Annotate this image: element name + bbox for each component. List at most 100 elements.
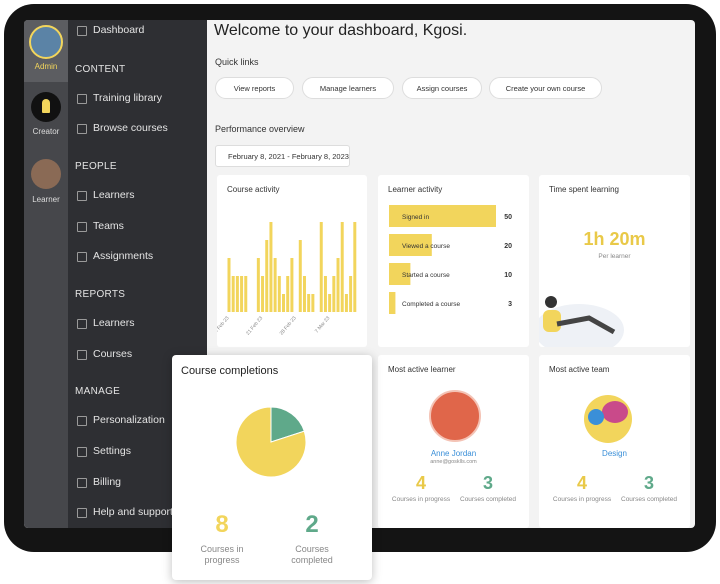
- bar: [311, 294, 315, 312]
- team-name[interactable]: Design: [602, 449, 627, 458]
- section-title: Quick links: [215, 57, 259, 67]
- nav-item[interactable]: Learners: [76, 317, 135, 329]
- nav-section: CONTENT: [75, 64, 126, 75]
- bar: [332, 276, 336, 312]
- nav-item[interactable]: Help and support: [77, 506, 173, 518]
- bar-label: Completed a course: [402, 301, 461, 308]
- value-label: 50: [504, 214, 512, 221]
- course-activity-chart: 14 Feb 23 21 Feb 23 28 Feb 23 7 Mar 23: [217, 222, 357, 337]
- stat-value: 2: [305, 511, 319, 538]
- stat-label: Courses completed: [291, 544, 333, 565]
- bar: [349, 276, 353, 312]
- quick-link[interactable]: Manage learners: [302, 77, 394, 99]
- x-tick-label: 14 Feb 23: [217, 315, 231, 336]
- bar: [277, 276, 281, 312]
- x-tick-label: 28 Feb 23: [279, 315, 298, 336]
- card: Most active team Design 4 Courses in pro…: [539, 355, 690, 528]
- card: Learner activity Signed in 50 Viewed a cou…: [378, 175, 529, 347]
- stat-label: Courses completed: [621, 496, 677, 503]
- bar: [340, 222, 344, 312]
- role-rail: Admin Creator Learner: [24, 20, 68, 528]
- card-title: Learner activity: [388, 185, 443, 194]
- role-label[interactable]: Learner: [32, 195, 60, 204]
- nav-item[interactable]: Settings: [77, 445, 131, 457]
- stat-value: 4: [576, 473, 587, 493]
- stat-value: 4: [415, 473, 426, 493]
- stat-value: 8: [215, 511, 229, 538]
- learner-email: anne@gosklls.com: [430, 459, 477, 465]
- pie-slice: [270, 406, 305, 443]
- learner-name[interactable]: Anne Jordan: [430, 449, 477, 458]
- learner-photo: [429, 390, 481, 442]
- bar: [261, 276, 265, 312]
- bar-label: Started a course: [402, 272, 450, 279]
- stat-value: 3: [643, 473, 654, 493]
- nav-section: REPORTS: [75, 289, 126, 300]
- card: Time spent learning 1h 20m Per learner: [539, 175, 690, 347]
- bar: [227, 258, 231, 312]
- nav-section: MANAGE: [75, 386, 121, 397]
- bar: [298, 240, 302, 312]
- card: Course activity 14 Feb 23 21 Feb 23 28 Feb…: [217, 175, 367, 347]
- nav-item[interactable]: Dashboard: [76, 24, 145, 36]
- card: Most active learner Anne Jordan anne@gos…: [378, 355, 529, 528]
- quick-link[interactable]: View reports: [215, 77, 294, 99]
- stat-label: Courses in progress: [391, 496, 451, 503]
- time-value: 1h 20m: [583, 229, 646, 249]
- nav-item[interactable]: Training library: [76, 92, 163, 104]
- nav-item[interactable]: Assignments: [76, 250, 154, 262]
- team-image: [584, 395, 632, 443]
- page-title: Welcome to your dashboard, Kgosi.: [214, 22, 468, 39]
- nav-section: PEOPLE: [75, 161, 117, 172]
- bar-label: Viewed a course: [402, 243, 450, 250]
- date-range[interactable]: February 8, 2021 - February 8, 2023: [215, 145, 350, 167]
- role-label[interactable]: Admin: [34, 62, 58, 71]
- pie-slice: [235, 406, 307, 478]
- bar: [290, 258, 294, 312]
- value-label: 10: [504, 272, 512, 279]
- pen-icon: [42, 99, 50, 113]
- nav-item[interactable]: Courses: [76, 348, 133, 360]
- nav-item[interactable]: Billing: [76, 476, 122, 488]
- learner-avatar[interactable]: [31, 159, 61, 189]
- bar: [323, 276, 327, 312]
- time-caption: Per learner: [598, 253, 631, 260]
- bar: [302, 276, 306, 312]
- creator-avatar[interactable]: [31, 92, 61, 122]
- nav-item[interactable]: Browse courses: [77, 122, 168, 134]
- value-label: 20: [504, 243, 512, 250]
- illustration: [539, 296, 624, 347]
- nav-item[interactable]: Teams: [77, 220, 124, 232]
- x-tick-label: 7 Mar 23: [314, 315, 331, 334]
- x-tick-label: 21 Feb 23: [245, 315, 264, 336]
- bar: [353, 222, 357, 312]
- bar: [231, 276, 235, 312]
- admin-avatar[interactable]: [29, 25, 63, 59]
- quick-link[interactable]: Create your own course: [489, 77, 602, 99]
- bar: [286, 276, 290, 312]
- bar: [256, 258, 260, 312]
- value-label: 3: [508, 301, 512, 308]
- nav-item[interactable]: Learners: [76, 189, 135, 201]
- quick-link[interactable]: Assign courses: [402, 77, 482, 99]
- bar: [319, 222, 323, 312]
- course-completions-card: Course completions 8 Courses in progress…: [172, 355, 372, 580]
- role-label[interactable]: Creator: [32, 127, 60, 136]
- bar-label: Signed in: [402, 214, 429, 221]
- bar: [282, 294, 286, 312]
- card-title: Time spent learning: [549, 185, 619, 194]
- learner-activity-chart: Signed in 50 Viewed a course 20 Started a co…: [389, 205, 512, 314]
- bar: [235, 276, 239, 312]
- stat-label: Courses in progress: [200, 544, 244, 565]
- bar: [336, 258, 340, 312]
- card-title: Most active team: [549, 365, 610, 374]
- nav-item[interactable]: Personalization: [77, 414, 165, 426]
- bar: [273, 258, 277, 312]
- bar: [265, 240, 269, 312]
- section-title: Performance overview: [215, 124, 305, 134]
- bar: [269, 222, 273, 312]
- pie-chart: [235, 406, 307, 478]
- main: Welcome to your dashboard, Kgosi. Quick …: [207, 20, 695, 528]
- screen: Admin Creator Learner Dashboard CONTENT T…: [24, 20, 695, 528]
